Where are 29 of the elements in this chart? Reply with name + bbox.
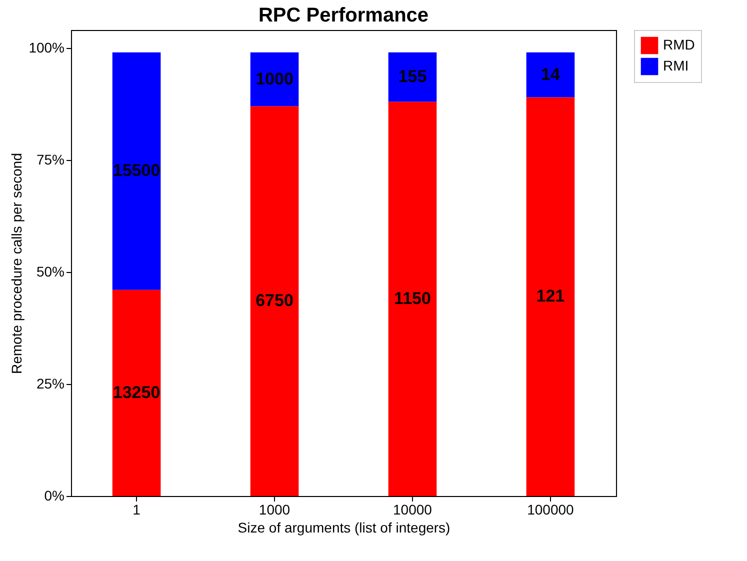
annotation: 121: [536, 286, 565, 306]
chart-title: RPC Performance: [258, 4, 429, 26]
bar: [526, 97, 575, 496]
annotation: 13250: [112, 382, 160, 402]
annotation: 155: [398, 67, 427, 86]
x-tick-label: 10000: [393, 502, 432, 518]
bar: [388, 102, 437, 496]
annotation: 1150: [394, 288, 431, 308]
bar: [112, 52, 161, 290]
y-tick-label: 25%: [36, 375, 64, 392]
x-tick-label: 1000: [258, 502, 290, 518]
x-tick-label: 1: [132, 502, 141, 518]
legend-label: RMI: [663, 58, 689, 74]
y-tick-label: 100%: [28, 39, 64, 56]
legend-label: RMD: [663, 36, 695, 52]
y-tick-label: 0%: [44, 488, 64, 504]
annotation: 1000: [256, 69, 294, 88]
bar: [526, 52, 575, 98]
x-tick-label: 100000: [527, 502, 574, 518]
bar: [250, 106, 299, 496]
y-tick-label: 50%: [36, 263, 64, 280]
bar: [388, 52, 437, 102]
y-tick-label: 75%: [36, 151, 64, 168]
annotation: 6750: [256, 291, 294, 310]
x-axis-title: Size of arguments (list of integers): [238, 520, 450, 536]
annotation: 15500: [112, 161, 160, 180]
y-axis-title: Remote procedure calls per second: [8, 152, 25, 374]
annotation: 14: [541, 64, 560, 84]
bar: [112, 290, 161, 496]
